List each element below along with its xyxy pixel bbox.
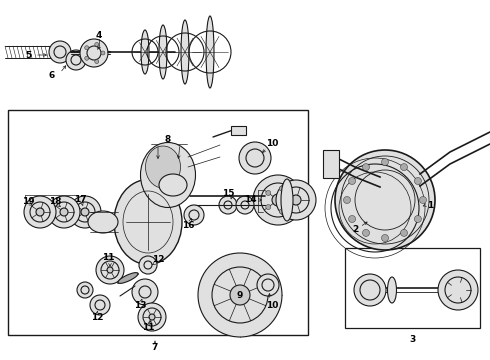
Circle shape	[348, 216, 356, 222]
Ellipse shape	[88, 211, 118, 233]
Text: 10: 10	[266, 139, 278, 148]
Circle shape	[80, 39, 108, 67]
Circle shape	[279, 209, 284, 214]
Bar	[323, 150, 339, 178]
Circle shape	[382, 234, 389, 242]
Circle shape	[95, 59, 99, 64]
Text: 1: 1	[427, 201, 433, 210]
Text: 12: 12	[152, 256, 164, 265]
Circle shape	[419, 197, 426, 203]
Circle shape	[239, 142, 271, 174]
Text: 14: 14	[244, 195, 256, 204]
Ellipse shape	[141, 143, 196, 207]
Circle shape	[400, 163, 408, 171]
Circle shape	[49, 41, 71, 63]
Text: 9: 9	[237, 291, 243, 300]
Ellipse shape	[206, 16, 214, 88]
Bar	[345, 248, 480, 328]
Circle shape	[95, 42, 99, 46]
Ellipse shape	[388, 277, 396, 303]
Circle shape	[198, 253, 282, 337]
Circle shape	[138, 303, 166, 331]
Circle shape	[276, 180, 316, 220]
Circle shape	[107, 267, 113, 273]
Text: 17: 17	[74, 195, 86, 204]
Circle shape	[363, 229, 369, 237]
Text: 13: 13	[134, 301, 146, 310]
Circle shape	[139, 256, 157, 274]
Circle shape	[77, 282, 93, 298]
Ellipse shape	[114, 180, 182, 265]
Circle shape	[36, 208, 44, 216]
Circle shape	[236, 196, 254, 214]
Circle shape	[101, 51, 105, 55]
Text: 6: 6	[49, 72, 55, 81]
Text: 15: 15	[222, 189, 234, 198]
Circle shape	[230, 285, 250, 305]
Circle shape	[348, 177, 356, 184]
Circle shape	[85, 56, 89, 60]
Circle shape	[288, 198, 293, 202]
Circle shape	[272, 194, 284, 206]
Circle shape	[149, 314, 155, 320]
Text: 16: 16	[182, 220, 194, 230]
Text: 7: 7	[152, 343, 158, 352]
Circle shape	[132, 279, 158, 305]
Circle shape	[219, 196, 237, 214]
Circle shape	[363, 163, 369, 171]
Text: 5: 5	[25, 50, 31, 59]
Circle shape	[343, 197, 350, 203]
Ellipse shape	[118, 273, 138, 283]
Circle shape	[24, 196, 56, 228]
Circle shape	[48, 196, 80, 228]
Circle shape	[266, 204, 271, 210]
Text: 2: 2	[352, 225, 358, 234]
Circle shape	[85, 46, 89, 50]
Circle shape	[291, 195, 301, 205]
Ellipse shape	[181, 20, 189, 84]
Circle shape	[438, 270, 478, 310]
Bar	[231, 126, 246, 135]
Circle shape	[60, 208, 68, 216]
Circle shape	[382, 158, 389, 166]
Text: 19: 19	[22, 197, 34, 206]
Circle shape	[354, 274, 386, 306]
Circle shape	[253, 175, 303, 225]
Circle shape	[81, 208, 89, 216]
Circle shape	[279, 186, 284, 191]
Ellipse shape	[281, 179, 293, 221]
Text: 3: 3	[409, 336, 415, 345]
Text: 8: 8	[165, 135, 171, 144]
Circle shape	[257, 274, 279, 296]
Text: 10: 10	[266, 301, 278, 310]
Circle shape	[96, 256, 124, 284]
Circle shape	[69, 196, 101, 228]
Text: 11: 11	[142, 324, 154, 333]
Circle shape	[266, 190, 271, 195]
Text: 18: 18	[49, 197, 61, 206]
Text: 11: 11	[102, 253, 114, 262]
Circle shape	[335, 150, 435, 250]
Bar	[8, 110, 308, 335]
Circle shape	[415, 177, 421, 184]
Text: 4: 4	[96, 31, 102, 40]
Ellipse shape	[159, 25, 167, 79]
Text: 12: 12	[91, 314, 103, 323]
Ellipse shape	[159, 174, 187, 196]
Circle shape	[66, 50, 86, 70]
Ellipse shape	[141, 30, 149, 74]
Circle shape	[90, 295, 110, 315]
Circle shape	[400, 229, 408, 237]
Ellipse shape	[146, 146, 180, 188]
Circle shape	[415, 216, 421, 222]
Circle shape	[184, 205, 204, 225]
